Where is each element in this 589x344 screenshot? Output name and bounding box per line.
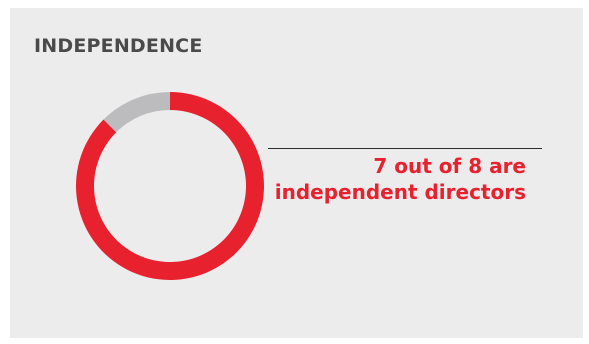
callout-line-1: 7 out of 8 are xyxy=(373,154,526,178)
callout-leader-line xyxy=(268,148,542,149)
section-heading: INDEPENDENCE xyxy=(34,35,203,57)
donut-slice-other xyxy=(103,92,170,133)
callout-line-2: independent directors xyxy=(274,180,526,204)
donut-chart xyxy=(76,92,264,280)
independence-card: INDEPENDENCE 7 out of 8 are independent … xyxy=(10,8,583,338)
callout-text: 7 out of 8 are independent directors xyxy=(246,153,526,205)
